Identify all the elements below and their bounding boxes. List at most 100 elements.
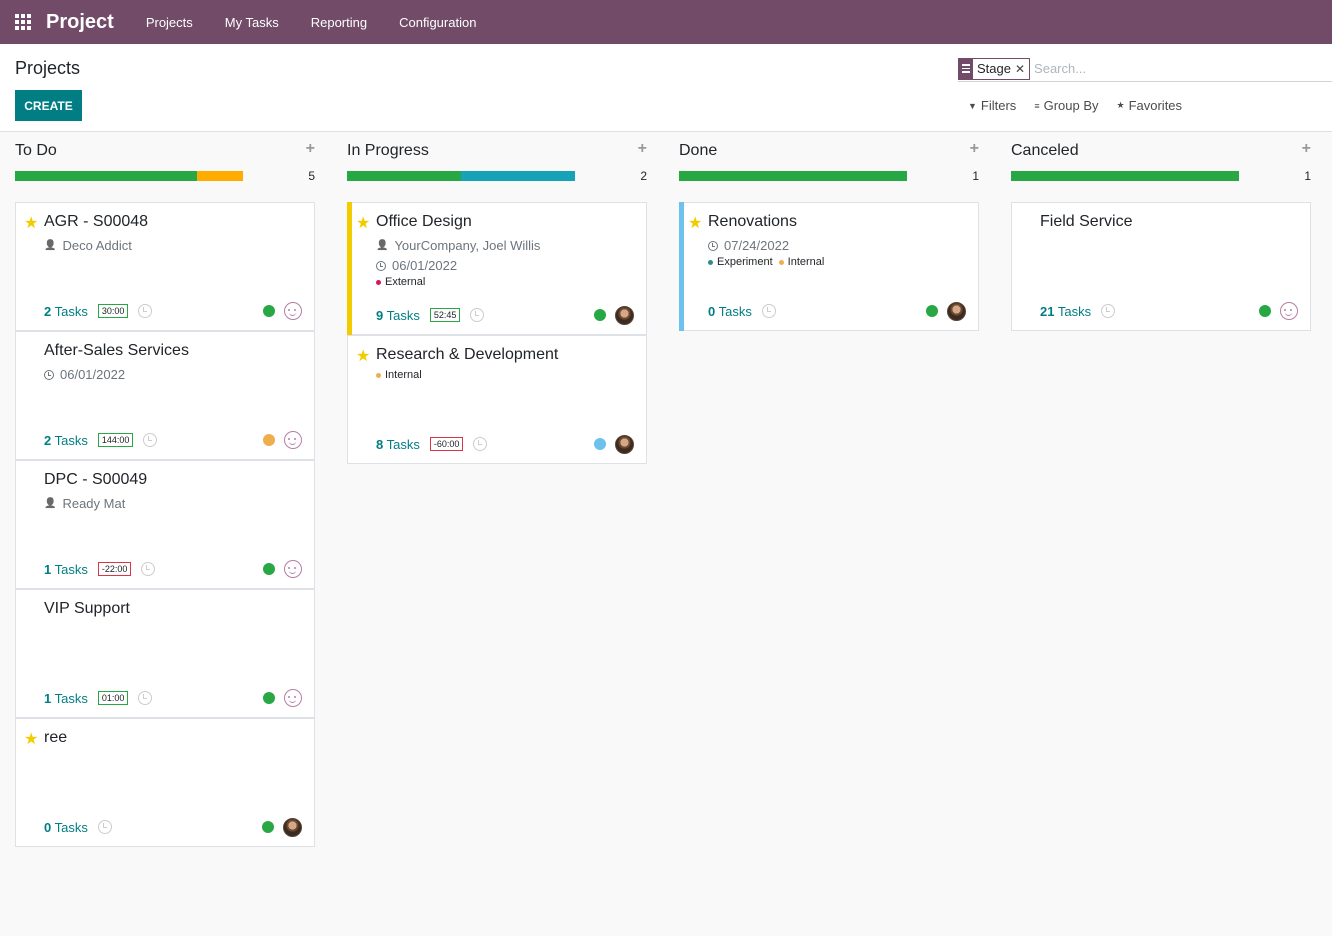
search-facet: Stage ✕ xyxy=(958,57,1031,80)
status-dot[interactable] xyxy=(263,305,275,317)
favorite-star-icon[interactable]: ★ xyxy=(356,215,371,232)
project-card[interactable]: ★ Renovations 07/24/2022 Experiment Internal… xyxy=(679,202,979,331)
progress-segment[interactable] xyxy=(197,171,243,181)
kanban-column: In Progress +2 ★ Office Design 👤 YourCompany,… xyxy=(347,132,647,464)
status-dot[interactable] xyxy=(594,309,606,321)
activity-clock-icon[interactable] xyxy=(761,304,776,318)
tasks-link[interactable]: 2 Tasks xyxy=(44,433,88,448)
unassigned-avatar-icon[interactable] xyxy=(284,302,302,320)
project-tag: Experiment xyxy=(708,256,773,268)
status-dot[interactable] xyxy=(926,305,938,317)
tasks-link[interactable]: 8 Tasks xyxy=(376,437,420,452)
project-name[interactable]: After-Sales Services xyxy=(44,342,189,359)
progress-segment[interactable] xyxy=(461,171,575,181)
progress-segment[interactable] xyxy=(347,171,461,181)
favorite-star-icon[interactable]: ★ xyxy=(688,215,703,232)
status-dot[interactable] xyxy=(263,434,275,446)
project-card[interactable]: VIP Support 1 Tasks 01:00 xyxy=(15,589,315,718)
unassigned-avatar-icon[interactable] xyxy=(284,689,302,707)
tasks-link[interactable]: 1 Tasks xyxy=(44,562,88,577)
card-footer: 21 Tasks xyxy=(1040,302,1298,320)
column-progress-bar[interactable] xyxy=(679,171,907,181)
tasks-label: Tasks xyxy=(51,819,88,835)
project-card[interactable]: ★ AGR - S00048 👤 Deco Addict 2 Tasks 30:00 xyxy=(15,202,315,331)
project-card[interactable]: ★ ree 0 Tasks xyxy=(15,718,315,847)
unassigned-avatar-icon[interactable] xyxy=(284,431,302,449)
column-progress-bar[interactable] xyxy=(15,171,243,181)
unassigned-avatar-icon[interactable] xyxy=(1280,302,1298,320)
progress-segment[interactable] xyxy=(15,171,198,181)
favorite-star-icon[interactable]: ★ xyxy=(356,348,371,365)
remove-facet-icon[interactable]: ✕ xyxy=(1014,61,1026,76)
apps-menu-icon[interactable] xyxy=(0,0,46,44)
app-title[interactable]: Project xyxy=(46,10,114,33)
project-customer: 👤 Ready Mat xyxy=(44,496,125,511)
favorite-star-icon[interactable]: ★ xyxy=(24,731,39,748)
person-icon: 👤 xyxy=(376,240,389,251)
activity-clock-icon[interactable] xyxy=(138,691,153,705)
tasks-link[interactable]: 21 Tasks xyxy=(1040,304,1091,319)
activity-clock-icon[interactable] xyxy=(143,433,158,447)
progress-segment[interactable] xyxy=(1011,171,1239,181)
user-avatar[interactable] xyxy=(947,301,966,321)
tasks-link[interactable]: 9 Tasks xyxy=(376,308,420,323)
status-dot[interactable] xyxy=(594,438,606,450)
card-footer: 0 Tasks xyxy=(44,817,302,837)
card-footer: 2 Tasks 30:00 xyxy=(44,302,302,320)
column-progress-bar[interactable] xyxy=(347,171,575,181)
project-name[interactable]: Renovations xyxy=(708,213,797,230)
tasks-link[interactable]: 1 Tasks xyxy=(44,691,88,706)
favorites-button[interactable]: ★ Favorites xyxy=(1117,98,1183,113)
tag-color-dot xyxy=(376,372,381,378)
project-card[interactable]: ★ Office Design 👤 YourCompany, Joel Willis 0… xyxy=(347,202,647,335)
activity-clock-icon[interactable] xyxy=(1101,304,1116,318)
add-card-icon[interactable]: + xyxy=(637,140,647,157)
column-count: 2 xyxy=(640,169,647,183)
create-button[interactable]: CREATE xyxy=(15,90,82,121)
tasks-link[interactable]: 0 Tasks xyxy=(44,820,88,835)
user-avatar[interactable] xyxy=(615,305,634,325)
user-avatar[interactable] xyxy=(283,817,302,837)
progress-segment[interactable] xyxy=(679,171,907,181)
status-dot[interactable] xyxy=(1259,305,1271,317)
tasks-label: Tasks xyxy=(1054,303,1092,319)
project-name[interactable]: ree xyxy=(44,729,68,746)
status-dot[interactable] xyxy=(263,563,275,575)
project-card[interactable]: After-Sales Services 06/01/2022 2 Tasks 144… xyxy=(15,331,315,460)
tasks-link[interactable]: 0 Tasks xyxy=(708,304,752,319)
project-name[interactable]: Office Design xyxy=(376,213,472,230)
activity-clock-icon[interactable] xyxy=(473,437,488,451)
favorite-star-icon[interactable]: ★ xyxy=(24,215,39,232)
nav-configuration[interactable]: Configuration xyxy=(399,14,477,30)
project-card[interactable]: DPC - S00049 👤 Ready Mat 1 Tasks -22:00 xyxy=(15,460,315,589)
project-card[interactable]: Field Service 21 Tasks xyxy=(1011,202,1311,331)
tasks-link[interactable]: 2 Tasks xyxy=(44,304,88,319)
status-dot[interactable] xyxy=(263,692,275,704)
filters-label: Filters xyxy=(980,98,1017,113)
project-name[interactable]: DPC - S00049 xyxy=(44,471,148,488)
status-dot[interactable] xyxy=(262,821,274,833)
user-avatar[interactable] xyxy=(615,434,634,454)
project-name[interactable]: VIP Support xyxy=(44,600,130,617)
column-title: To Do xyxy=(15,142,57,159)
activity-clock-icon[interactable] xyxy=(470,308,485,322)
filters-button[interactable]: ▼ Filters xyxy=(968,98,1016,113)
card-footer: 9 Tasks 52:45 xyxy=(376,305,634,325)
nav-my-tasks[interactable]: My Tasks xyxy=(224,14,279,30)
project-name[interactable]: Research & Development xyxy=(376,346,559,363)
add-card-icon[interactable]: + xyxy=(1301,140,1311,157)
search-input[interactable] xyxy=(1034,61,1235,76)
group-by-button[interactable]: ≡ Group By xyxy=(1034,98,1098,113)
activity-clock-icon[interactable] xyxy=(138,304,153,318)
add-card-icon[interactable]: + xyxy=(305,140,315,157)
nav-projects[interactable]: Projects xyxy=(145,14,193,30)
project-name[interactable]: AGR - S00048 xyxy=(44,213,149,230)
project-name[interactable]: Field Service xyxy=(1040,213,1133,230)
column-progress-bar[interactable] xyxy=(1011,171,1239,181)
unassigned-avatar-icon[interactable] xyxy=(284,560,302,578)
nav-reporting[interactable]: Reporting xyxy=(310,14,368,30)
project-card[interactable]: ★ Research & Development Internal 8 Tasks -6… xyxy=(347,335,647,464)
add-card-icon[interactable]: + xyxy=(969,140,979,157)
activity-clock-icon[interactable] xyxy=(141,562,156,576)
activity-clock-icon[interactable] xyxy=(97,820,112,834)
